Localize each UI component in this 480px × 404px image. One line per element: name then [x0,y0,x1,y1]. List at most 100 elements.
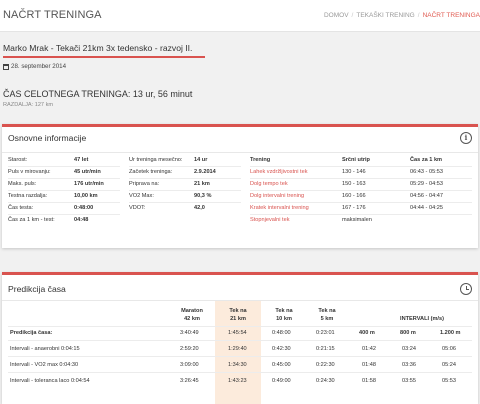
prediction-cell: 1:34:30 [228,362,247,368]
info-row: Čas testa: [8,205,34,211]
zone-heart-rate: maksimalen [342,217,372,223]
prediction-cell: 0:23:01 [316,330,335,336]
prediction-cell: 3:09:00 [180,362,199,368]
info-value: 10,00 km [74,193,98,199]
prediction-card: Predikcija časa Maraton 42 km Tek na 21 km… [2,272,478,404]
info-row: Puls v mirovanju: [8,169,51,175]
info-value: 2.9.2014 [194,169,216,175]
zones-header-heart-rate: Srčni utrip [342,157,370,163]
plan-title-underline [3,56,205,58]
prediction-cell: 0:22:30 [316,362,335,368]
col-header-marathon: Maraton 42 km [181,308,203,322]
divider [8,356,472,357]
info-value: 21 km [194,181,210,187]
calendar-icon [3,63,9,70]
prediction-cell: 1:29:40 [228,346,247,352]
divider [2,152,478,153]
prediction-cell: 0:45:00 [272,362,291,368]
info-row: Čas za 1 km - test: [8,217,55,223]
interval-header: 1.200 m [440,330,461,336]
info-value: 04:48 [74,217,89,223]
top-bar: NAČRT TRENINGA DOMOV / TEKAŠKI TRENING / NAČ… [0,0,480,32]
zone-name[interactable]: Lahek vzdržljivostni tek [250,169,308,175]
zone-name[interactable]: Dolg tempo tek [250,181,288,187]
breadcrumb-running[interactable]: TEKAŠKI TRENING [356,12,415,19]
divider [8,214,120,215]
interval-cell: 05:53 [442,378,456,384]
divider [250,214,472,215]
zone-pace: 06:43 - 05:53 [410,169,443,175]
divider [2,300,478,301]
info-row: Testna razdalja: [8,193,48,199]
info-value: 47 let [74,157,89,163]
zone-name[interactable]: Kratek intervalni trening [250,205,309,211]
interval-cell: 03:24 [402,346,416,352]
info-value: 90,3 % [194,193,212,199]
interval-cell: 01:48 [362,362,376,368]
zones-header-pace: Čas za 1 km [410,157,443,163]
info-row: Začetek treninga: [129,169,173,175]
clock-icon[interactable] [460,283,472,295]
info-value: 176 utr/min [74,181,104,187]
plan-title: Marko Mrak - Tekači 21km 3x tedensko - r… [3,43,193,53]
divider [8,202,120,203]
zone-heart-rate: 130 - 146 [342,169,366,175]
zone-name[interactable]: Dolg intervalni trening [250,193,305,199]
zone-heart-rate: 167 - 176 [342,205,366,211]
interval-cell: 03:36 [402,362,416,368]
prediction-row-label: Predikcija časa: [10,330,53,336]
prediction-title: Predikcija časa [8,284,66,294]
page-title: NAČRT TRENINGA [3,9,102,21]
highlight-column-21km [215,301,261,404]
divider [250,190,472,191]
info-row: Maks. puls: [8,181,37,187]
breadcrumb-home[interactable]: DOMOV [323,12,349,19]
col-header-intervals: INTERVALI (m/s) [400,316,444,322]
divider [129,202,241,203]
info-row: VDOT: [129,205,146,211]
interval-header: 800 m [400,330,416,336]
divider [8,372,472,373]
zone-name[interactable]: Stopnjevalni tek [250,217,290,223]
prediction-cell: 1:45:54 [228,330,247,336]
prediction-cell: 0:21:15 [316,346,335,352]
prediction-row-label: Intervali - VO2 max 0:04:30 [10,362,79,368]
interval-cell: 03:55 [402,378,416,384]
info-row: Priprava na: [129,181,160,187]
total-training-time: ČAS CELOTNEGA TRENINGA: 13 ur, 56 minut [3,89,193,99]
basic-info-title: Osnovne informacije [8,133,87,143]
prediction-row-label: Intervali - anaerobni 0:04:15 [10,346,80,352]
divider [250,178,472,179]
info-value: 0:48:00 [74,205,94,211]
interval-cell: 05:24 [442,362,456,368]
info-icon[interactable]: i [460,132,472,144]
prediction-cell: 0:24:30 [316,378,335,384]
zones-header-training: Trening [250,157,271,163]
col-header-10km: Tek na 10 km [275,308,293,322]
col-header-5km: Tek na 5 km [318,308,336,322]
divider [250,202,472,203]
interval-cell: 01:58 [362,378,376,384]
prediction-row-label: Intervali - toleranca laco 0:04:54 [10,378,90,384]
breadcrumb-current: NAČRT TRENINGA [422,12,480,19]
info-row: Ur treninga mesečno: [129,157,183,163]
divider [129,190,241,191]
prediction-cell: 3:26:45 [180,378,199,384]
divider [8,190,120,191]
divider [250,166,472,167]
prediction-cell: 0:42:30 [272,346,291,352]
divider [8,340,472,341]
interval-cell: 05:06 [442,346,456,352]
info-value: 42,0 [194,205,205,211]
zone-pace: 04:56 - 04:47 [410,193,443,199]
info-value: 14 ur [194,157,208,163]
prediction-cell: 3:40:49 [180,330,199,336]
prediction-cell: 1:43:23 [228,378,247,384]
total-distance: RAZDALJA: 127 km [3,102,54,108]
breadcrumb: DOMOV / TEKAŠKI TRENING / NAČRT TRENINGA [323,12,480,19]
prediction-cell: 0:49:00 [272,378,291,384]
divider [8,178,120,179]
basic-info-card: Osnovne informacije i Starost: 47 let Pu… [2,124,478,248]
info-row: Starost: [8,157,28,163]
interval-header: 400 m [359,330,375,336]
